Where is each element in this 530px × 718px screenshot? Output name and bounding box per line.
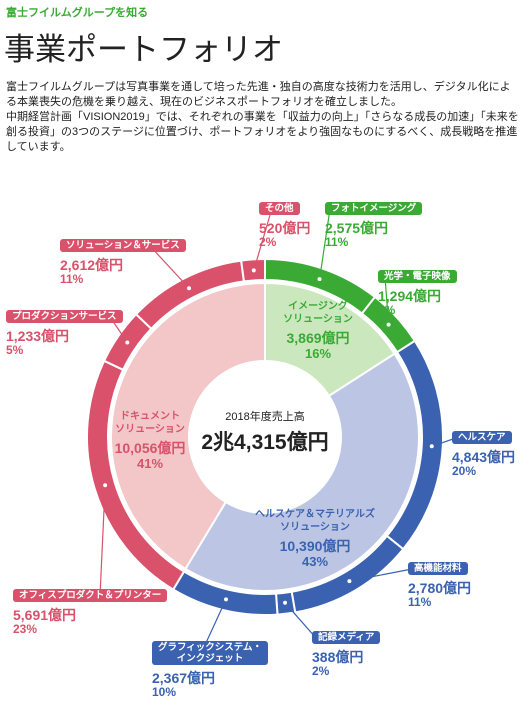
center-hole [189,361,341,513]
segment-label: フォトイメージング [325,202,423,215]
leader-dot [317,277,322,282]
segment-label: ヘルスケア [452,431,512,444]
leader-line [384,276,390,325]
segment-label: その他 [259,202,300,215]
value-label: 520億円 [259,220,311,236]
leader-line [431,437,457,447]
leader-dot [223,597,228,602]
segment-label: プロダクションサービス [6,310,123,323]
center-title: 2018年度売上高 [225,411,305,423]
value-label: 2,780億円 [408,580,472,596]
value-label: 4,843億円 [452,449,516,465]
percent-label: 5% [6,343,24,357]
paragraph: 中期経営計画「VISION2019」では、それぞれの事業を「収益力の向上」「さら… [6,111,519,153]
leader-dot [125,340,130,345]
page-title: 事業ポートフォリオ [4,32,283,67]
value-label: 2,575億円 [325,220,389,236]
center-total: 2兆4,315億円 [201,431,329,454]
value-label: 388億円 [312,649,364,665]
leader-line [318,208,331,280]
leader-line [349,568,413,582]
leader-dot [429,444,434,449]
segment-label: グラフィックシステム・ インクジェット [152,641,269,665]
leader-dot [347,579,352,584]
kicker: 富士フイルムグループを知る [6,7,149,19]
percent-label: 2% [312,664,330,678]
percent-label: 23% [13,622,38,636]
segment-label: ドキュメント ソリューション [115,411,185,435]
percent-label: 43% [301,554,329,569]
leader-dot [103,483,108,488]
leader-line [149,245,190,289]
segment-label: イメージング ソリューション [283,301,353,325]
percent-label: 10% [152,685,177,699]
value-label: 1,233億円 [6,328,70,344]
value-label: 2,612億円 [60,257,124,273]
leader-dot [187,286,192,291]
percent-label: 5% [378,303,396,317]
segment-label: 高機能材料 [408,562,468,575]
segment-label: オフィスプロダクト＆プリンター [13,589,168,602]
value-label: 2,367億円 [152,670,216,686]
leader-dot [386,322,391,327]
paragraph: 富士フイルムグループは写真事業を通して培った先進・独自の高度な技術力を活用し、デ… [6,81,511,108]
leader-line [99,485,106,597]
segment-label: ソリューション＆サービス [60,239,186,252]
percent-label: 11% [408,595,432,609]
percent-label: 16% [304,346,332,361]
value-label: 1,294億円 [378,288,442,304]
leader-line [204,599,227,646]
percent-label: 11% [60,272,84,286]
percent-label: 11% [325,235,349,249]
segment-label: 光学・電子映像 [378,270,457,283]
value-label: 10,390億円 [279,538,351,554]
value-label: 3,869億円 [286,330,350,346]
leader-line [253,214,271,271]
leader-dot [251,268,256,273]
segment-label: ヘルスケア＆マテリアルズ ソリューション [255,509,375,533]
leader-dot [283,600,288,605]
leader-line [284,602,317,639]
value-label: 10,056億円 [114,440,186,456]
percent-label: 20% [452,464,477,478]
percent-label: 2% [259,235,277,249]
segment-label: 記録メディア [312,631,381,644]
percent-label: 41% [136,456,164,471]
value-label: 5,691億円 [13,607,77,623]
